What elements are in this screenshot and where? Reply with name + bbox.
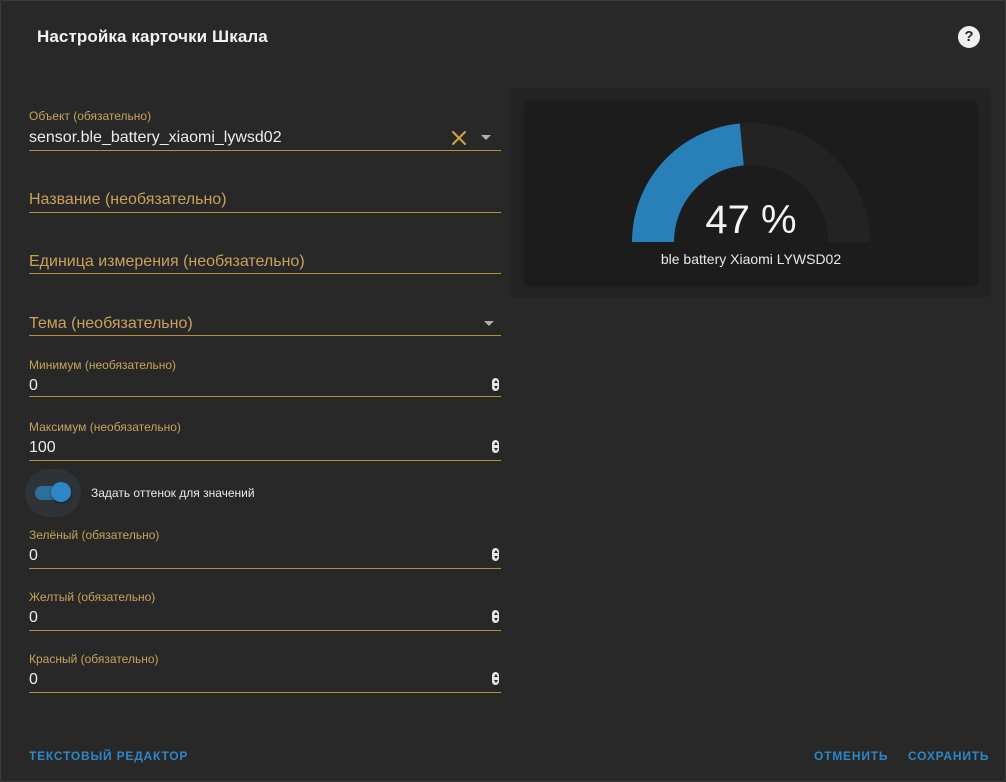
stepper-icon[interactable] [492,378,499,391]
gauge-chart [632,123,870,243]
chevron-down-icon[interactable] [484,321,494,326]
entity-picker[interactable]: Объект (обязательно) sensor.ble_battery_… [29,107,501,151]
yellow-field[interactable]: Желтый (обязательно) 0 [29,587,501,631]
yellow-label: Желтый (обязательно) [29,590,156,604]
help-circle-icon[interactable]: ? [958,26,980,48]
minimum-label: Минимум (необязательно) [29,358,177,372]
green-input[interactable]: 0 [29,547,38,564]
maximum-input[interactable]: 100 [29,439,56,456]
minimum-field[interactable]: Минимум (необязательно) 0 [29,355,501,397]
theme-placeholder: Тема (необязательно) [29,315,193,332]
stepper-icon[interactable] [492,610,499,623]
yellow-input[interactable]: 0 [29,609,38,626]
chevron-down-icon[interactable] [481,135,491,140]
theme-select[interactable]: Тема (необязательно) [29,292,501,336]
entity-label: Объект (обязательно) [29,109,152,123]
stepper-icon[interactable] [492,548,499,561]
name-placeholder: Название (необязательно) [29,191,227,208]
toggle-knob[interactable] [51,482,71,502]
unit-placeholder: Единица измерения (необязательно) [29,253,305,270]
minimum-input[interactable]: 0 [29,377,38,394]
gauge-entity-name: ble battery Xiaomi LYWSD02 [660,251,842,267]
dialog-title: Настройка карточки Шкала [37,27,268,46]
unit-field[interactable]: Единица измерения (необязательно) [29,230,501,274]
cancel-button[interactable]: ОТМЕНИТЬ [814,749,889,763]
clear-icon[interactable] [449,128,469,148]
maximum-label: Максимум (необязательно) [29,420,181,434]
code-editor-button[interactable]: ТЕКСТОВЫЙ РЕДАКТОР [29,749,189,763]
name-field[interactable]: Название (необязательно) [29,169,501,213]
green-field[interactable]: Зелёный (обязательно) 0 [29,525,501,569]
gauge-fill [632,123,745,243]
entity-input[interactable]: sensor.ble_battery_xiaomi_lywsd02 [29,129,282,146]
stepper-icon[interactable] [492,672,499,685]
gauge-value: 47 % [705,198,797,242]
save-button[interactable]: СОХРАНИТЬ [908,749,990,763]
red-field[interactable]: Красный (обязательно) 0 [29,649,501,693]
green-label: Зелёный (обязательно) [29,528,160,542]
severity-toggle-label: Задать оттенок для значений [91,486,255,500]
red-input[interactable]: 0 [29,671,38,688]
maximum-field[interactable]: Максимум (необязательно) 100 [29,417,501,461]
stepper-icon[interactable] [492,440,499,453]
red-label: Красный (обязательно) [29,652,159,666]
